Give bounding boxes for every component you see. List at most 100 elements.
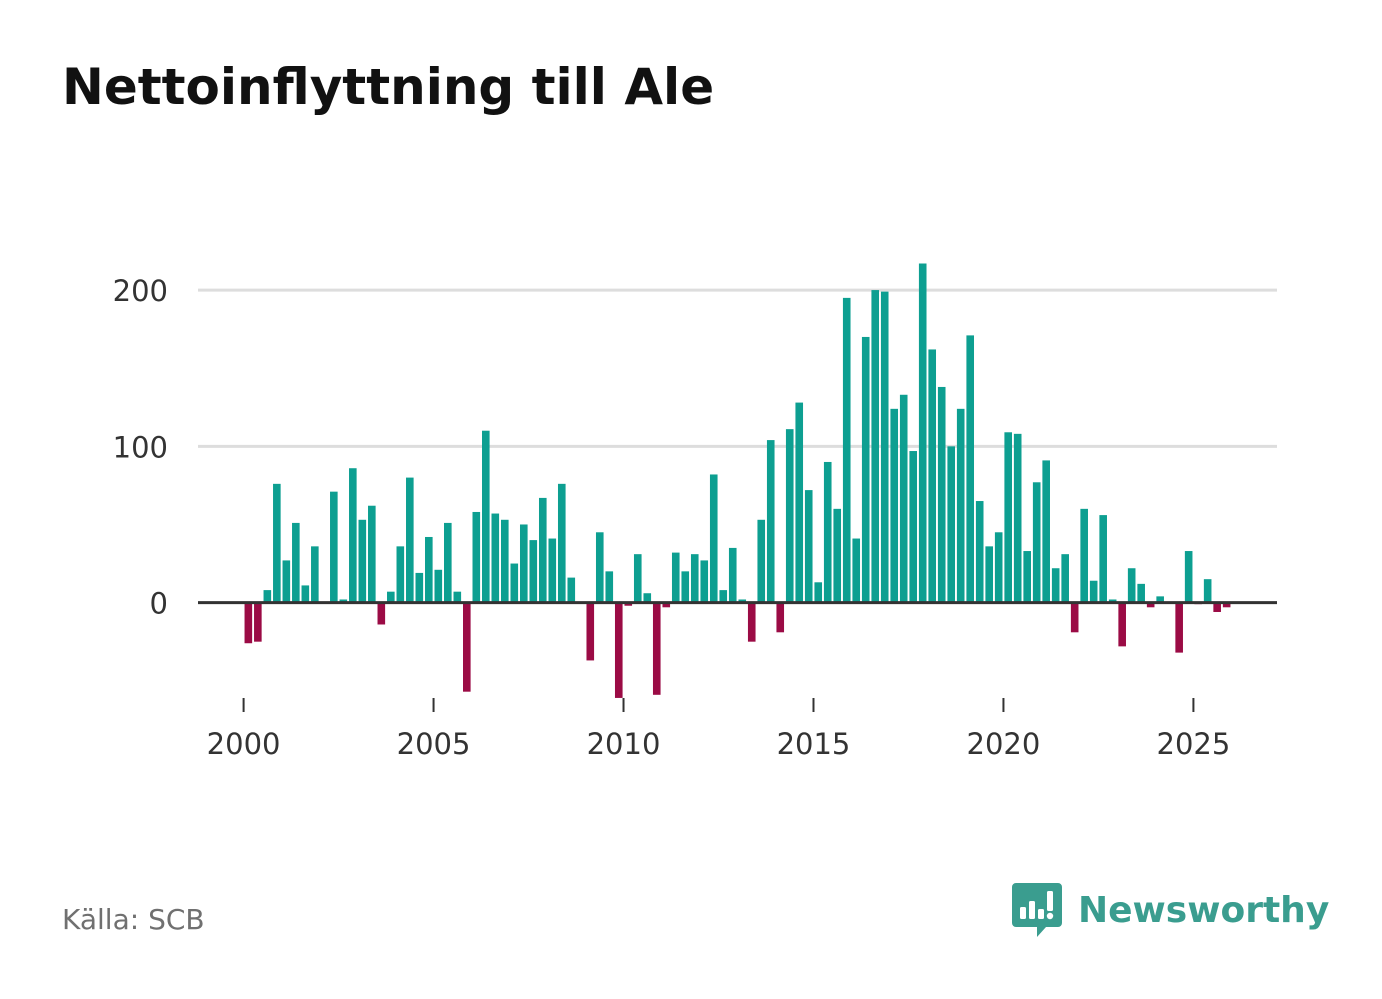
bar <box>500 519 509 603</box>
y-tick-label-200: 200 <box>113 274 168 308</box>
bar <box>339 599 348 603</box>
bar <box>928 349 937 603</box>
bar <box>292 522 300 603</box>
bar <box>795 402 804 603</box>
grid-lines <box>198 288 1277 448</box>
bar <box>890 408 899 603</box>
bar <box>1080 508 1088 603</box>
bar <box>1118 602 1126 647</box>
bar <box>804 490 813 603</box>
bar <box>662 602 671 608</box>
axes: 0 100 200 2000 2005 2010 2015 2020 2025 <box>113 274 1277 761</box>
bar <box>852 538 861 603</box>
bar <box>918 263 927 603</box>
bar <box>519 524 528 603</box>
bar <box>1099 515 1107 603</box>
bar <box>956 408 965 603</box>
bar <box>425 536 433 603</box>
newsworthy-logo-icon <box>1012 883 1062 937</box>
bar <box>481 430 490 603</box>
bar <box>453 591 462 603</box>
bar <box>415 572 424 603</box>
bar <box>766 440 775 603</box>
bar <box>880 291 889 603</box>
bar <box>671 552 680 603</box>
bar <box>330 491 338 603</box>
bar <box>273 483 281 603</box>
bar <box>624 602 633 606</box>
bar <box>595 532 604 603</box>
bar <box>757 519 766 603</box>
bar <box>282 560 291 603</box>
bar <box>263 590 272 603</box>
bar <box>1137 583 1145 603</box>
bar <box>1070 602 1079 633</box>
bar <box>1061 554 1069 603</box>
bar <box>776 602 785 633</box>
bar <box>966 335 975 603</box>
bar <box>1203 579 1212 603</box>
bar <box>548 538 557 603</box>
bar <box>1156 596 1164 603</box>
y-tick-label-0: 0 <box>150 587 168 621</box>
bar <box>358 519 367 603</box>
bar <box>586 602 595 661</box>
bar <box>909 451 918 603</box>
bar <box>1146 602 1155 608</box>
x-tick-label-2020: 2020 <box>967 727 1041 761</box>
bar <box>633 554 642 603</box>
bar <box>244 602 253 644</box>
bar <box>472 511 481 603</box>
bar <box>538 497 547 603</box>
bar <box>899 394 908 603</box>
bar <box>937 386 946 603</box>
bar <box>738 599 747 603</box>
bar <box>1013 433 1022 603</box>
source-note: Källa: SCB <box>62 903 205 936</box>
bar <box>1108 599 1117 603</box>
bar <box>700 560 709 603</box>
x-tick-label-2015: 2015 <box>777 727 851 761</box>
bar <box>510 563 519 603</box>
x-tick-label-2010: 2010 <box>587 727 661 761</box>
bar <box>387 591 395 603</box>
bar <box>690 554 699 603</box>
bar <box>1032 482 1041 603</box>
x-tick-label-2025: 2025 <box>1157 727 1231 761</box>
bar <box>301 585 310 603</box>
bar <box>605 571 614 603</box>
bar <box>947 446 956 603</box>
bar <box>719 590 728 603</box>
bar <box>463 602 471 692</box>
bar <box>871 290 880 603</box>
bar <box>406 477 414 603</box>
bar <box>1004 432 1012 603</box>
bar <box>728 547 737 603</box>
bar <box>1042 460 1050 603</box>
bar <box>1127 568 1136 603</box>
x-tick-label-2000: 2000 <box>207 727 281 761</box>
bar <box>652 602 661 695</box>
bar <box>567 577 576 603</box>
bar <box>349 468 357 603</box>
bar <box>681 571 690 603</box>
brand-name: Newsworthy <box>1078 889 1330 931</box>
bar <box>842 297 851 603</box>
brand-logo[interactable]: Newsworthy <box>1012 880 1329 940</box>
bar <box>1023 551 1031 603</box>
bar <box>1175 602 1183 653</box>
bar <box>1213 602 1221 612</box>
bar <box>311 546 319 603</box>
bar <box>823 461 832 603</box>
page-title: Nettoinflyttning till Ale <box>62 58 715 116</box>
bar <box>1222 602 1231 608</box>
bar <box>861 336 870 603</box>
bar <box>975 501 984 603</box>
bar <box>747 602 756 642</box>
bar <box>557 483 566 603</box>
bar <box>833 508 842 603</box>
bar <box>643 593 652 603</box>
bar <box>529 540 538 603</box>
bar <box>491 513 500 603</box>
bar <box>985 546 994 603</box>
